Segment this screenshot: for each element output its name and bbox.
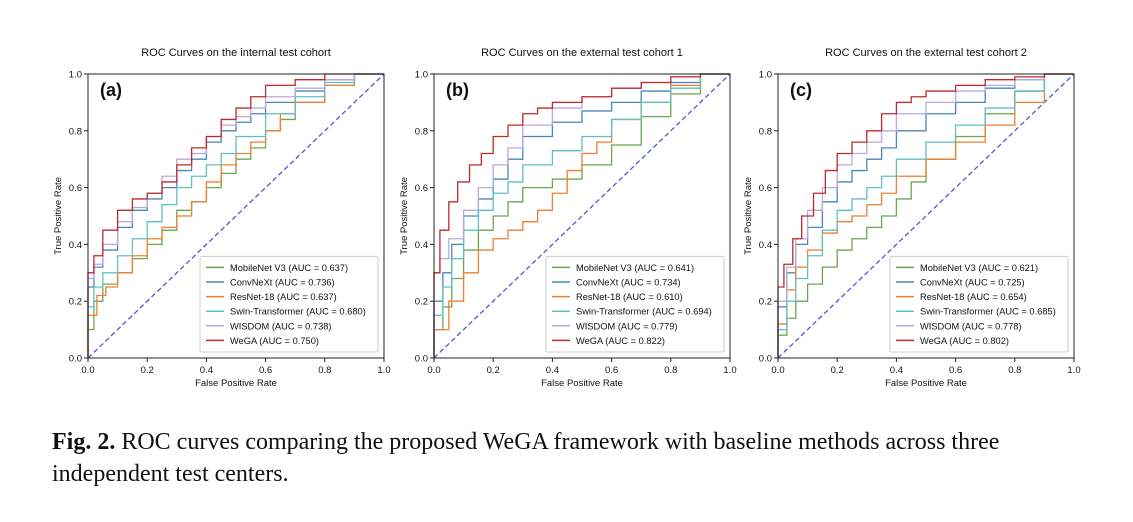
legend-box xyxy=(199,255,379,353)
y-tick-label: 1.0 xyxy=(759,70,772,81)
chance-diagonal-line xyxy=(433,73,731,359)
y-tick-label: 0.0 xyxy=(759,354,772,365)
roc-curve-swin-transformer xyxy=(777,73,1074,358)
x-tick-label: 0.8 xyxy=(664,365,677,376)
x-axis-label: False Positive Rate xyxy=(541,378,623,389)
x-tick-label: 0.0 xyxy=(427,365,440,376)
legend-entry: ConvNeXt (AUC = 0.734) xyxy=(576,278,681,288)
chart-title: ROC Curves on the external test cohort 2 xyxy=(825,47,1027,59)
x-tick-label: 0.2 xyxy=(831,365,844,376)
panel-label: (c) xyxy=(790,80,812,100)
y-tick-label: 0.4 xyxy=(69,240,82,251)
y-axis-label: True Positive Rate xyxy=(53,177,64,255)
plot-frame xyxy=(433,73,731,359)
legend-entry: MobileNet V3 (AUC = 0.621) xyxy=(920,263,1038,273)
legend-entry: WISDOM (AUC = 0.738) xyxy=(230,321,332,331)
y-tick-label: 1.0 xyxy=(69,70,82,81)
legend-box xyxy=(889,255,1069,353)
roc-panel-b: ROC Curves on the external test cohort 1… xyxy=(398,36,738,391)
y-tick-label: 0.8 xyxy=(69,126,82,137)
roc-curve-swin-transformer xyxy=(433,73,730,358)
y-tick-label: 0.4 xyxy=(415,240,428,251)
legend-entry: ResNet-18 (AUC = 0.637) xyxy=(230,292,337,302)
x-axis-label: False Positive Rate xyxy=(885,378,967,389)
x-tick-label: 0.0 xyxy=(81,365,94,376)
roc-chart-c: ROC Curves on the external test cohort 2… xyxy=(743,47,1081,389)
legend-entry: Swin-Transformer (AUC = 0.685) xyxy=(920,307,1056,317)
x-tick-label: 0.2 xyxy=(141,365,154,376)
y-tick-label: 0.0 xyxy=(69,354,82,365)
roc-curve-wega xyxy=(87,73,384,358)
caption-label: Fig. 2. xyxy=(52,429,116,455)
x-tick-label: 0.8 xyxy=(318,365,331,376)
legend-entry: WISDOM (AUC = 0.778) xyxy=(920,321,1022,331)
figure-caption: Fig. 2. ROC curves comparing the propose… xyxy=(52,426,1092,490)
x-tick-label: 0.4 xyxy=(200,365,213,376)
x-tick-label: 1.0 xyxy=(1067,365,1080,376)
y-tick-label: 0.0 xyxy=(415,354,428,365)
x-tick-label: 1.0 xyxy=(377,365,390,376)
y-tick-label: 0.2 xyxy=(415,297,428,308)
roc-panel-a: ROC Curves on the internal test cohort 0.… xyxy=(52,36,392,391)
x-tick-label: 1.0 xyxy=(723,365,736,376)
legend-entry: WeGA (AUC = 0.822) xyxy=(576,336,665,346)
x-tick-label: 0.8 xyxy=(1008,365,1021,376)
roc-chart-a: ROC Curves on the internal test cohort 0.… xyxy=(53,47,391,389)
y-tick-label: 0.6 xyxy=(759,183,772,194)
panel-label: (a) xyxy=(100,80,122,100)
legend-entry: WISDOM (AUC = 0.779) xyxy=(576,321,678,331)
y-tick-label: 0.8 xyxy=(415,126,428,137)
y-tick-label: 0.4 xyxy=(759,240,772,251)
plot-frame xyxy=(777,73,1075,359)
x-tick-label: 0.6 xyxy=(259,365,272,376)
legend-entry: MobileNet V3 (AUC = 0.641) xyxy=(576,263,694,273)
x-tick-label: 0.2 xyxy=(487,365,500,376)
roc-panel-c: ROC Curves on the external test cohort 2… xyxy=(742,36,1082,391)
legend-entry: Swin-Transformer (AUC = 0.680) xyxy=(230,307,366,317)
legend-entry: MobileNet V3 (AUC = 0.637) xyxy=(230,263,348,273)
roc-curve-mobilenet-v3 xyxy=(433,73,730,358)
x-axis-label: False Positive Rate xyxy=(195,378,277,389)
legend-entry: ResNet-18 (AUC = 0.610) xyxy=(576,292,683,302)
legend-entry: ResNet-18 (AUC = 0.654) xyxy=(920,292,1027,302)
legend-entry: WeGA (AUC = 0.750) xyxy=(230,336,319,346)
legend-entry: WeGA (AUC = 0.802) xyxy=(920,336,1009,346)
legend-entry: ConvNeXt (AUC = 0.736) xyxy=(230,278,335,288)
chance-diagonal-line xyxy=(87,73,385,359)
y-tick-label: 0.2 xyxy=(759,297,772,308)
legend-entry: Swin-Transformer (AUC = 0.694) xyxy=(576,307,712,317)
x-tick-label: 0.6 xyxy=(949,365,962,376)
roc-chart-b: ROC Curves on the external test cohort 1… xyxy=(399,47,737,389)
legend-box xyxy=(545,255,725,353)
y-tick-label: 0.6 xyxy=(415,183,428,194)
plot-frame xyxy=(87,73,385,359)
chart-title: ROC Curves on the internal test cohort xyxy=(141,47,331,59)
x-tick-label: 0.4 xyxy=(890,365,903,376)
y-axis-label: True Positive Rate xyxy=(399,177,410,255)
chance-diagonal-line xyxy=(777,73,1075,359)
x-tick-label: 0.6 xyxy=(605,365,618,376)
panel-label: (b) xyxy=(446,80,469,100)
legend-entry: ConvNeXt (AUC = 0.725) xyxy=(920,278,1025,288)
y-tick-label: 0.6 xyxy=(69,183,82,194)
x-tick-label: 0.0 xyxy=(771,365,784,376)
roc-curve-wega xyxy=(777,73,1074,358)
y-tick-label: 0.8 xyxy=(759,126,772,137)
roc-curve-swin-transformer xyxy=(87,73,384,358)
x-tick-label: 0.4 xyxy=(546,365,559,376)
y-tick-label: 0.2 xyxy=(69,297,82,308)
roc-curve-convnext xyxy=(433,73,730,358)
y-axis-label: True Positive Rate xyxy=(743,177,754,255)
caption-text: ROC curves comparing the proposed WeGA f… xyxy=(52,429,1000,487)
roc-curve-wega xyxy=(433,73,730,358)
chart-title: ROC Curves on the external test cohort 1 xyxy=(481,47,683,59)
y-tick-label: 1.0 xyxy=(415,70,428,81)
